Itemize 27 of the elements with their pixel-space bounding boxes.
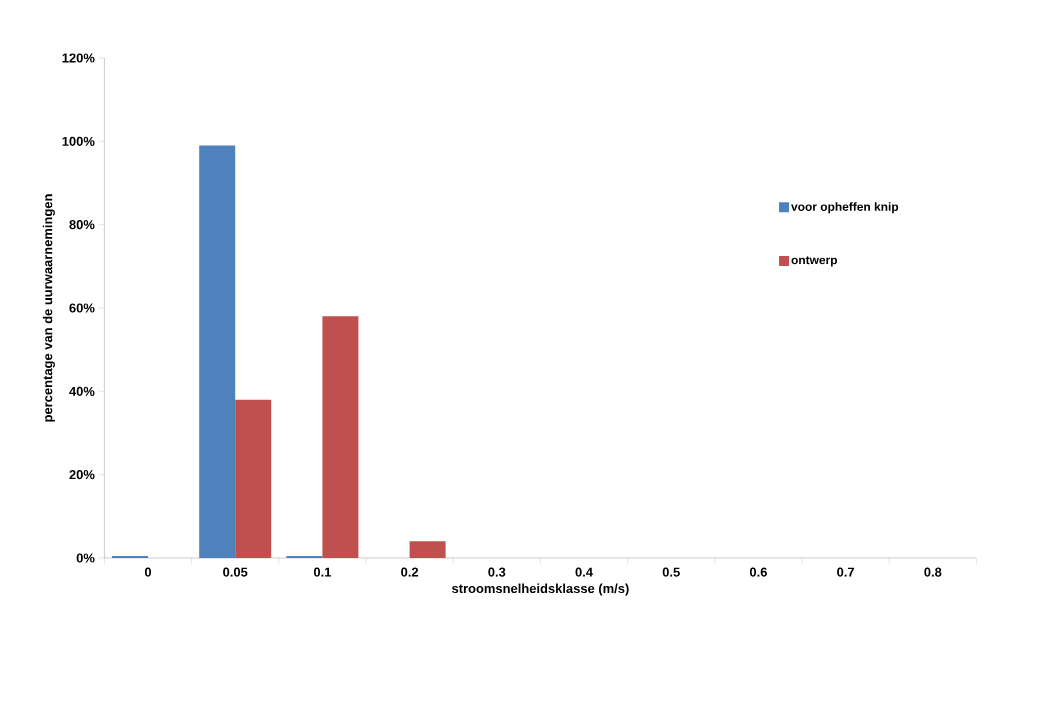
bar	[286, 555, 323, 558]
bar	[322, 316, 359, 558]
y-tick-label: 100%	[62, 136, 95, 146]
y-tick-label: 120%	[62, 53, 95, 63]
x-tick-label: 0.7	[837, 567, 855, 577]
y-tick-label: 20%	[69, 470, 95, 480]
y-axis-title: percentage van de uurwaarnemingen	[42, 194, 55, 422]
bar	[409, 541, 446, 558]
y-tick-label: 0%	[76, 553, 95, 563]
x-axis-title: stroomsnelheidsklasse (m/s)	[451, 583, 629, 596]
x-tick-label: 0.2	[401, 567, 419, 577]
x-tick-label: 0.6	[749, 567, 767, 577]
y-tick-label: 40%	[69, 386, 95, 396]
legend-label: voor opheffen knip	[791, 202, 899, 214]
x-tick-label: 0.5	[662, 567, 680, 577]
y-tick-label: 80%	[69, 220, 95, 230]
x-tick-label: 0.3	[488, 567, 506, 577]
x-tick-label: 0	[144, 567, 152, 577]
x-tick-label: 0.8	[924, 567, 942, 577]
y-tick-label: 60%	[69, 303, 95, 313]
bar	[199, 145, 236, 558]
x-tick-label: 0.05	[223, 567, 248, 577]
legend-label: ontwerp	[791, 256, 838, 267]
x-tick-label: 0.1	[313, 567, 332, 577]
bar	[235, 399, 272, 558]
bar	[112, 555, 148, 558]
x-tick-label: 0.4	[575, 567, 593, 577]
